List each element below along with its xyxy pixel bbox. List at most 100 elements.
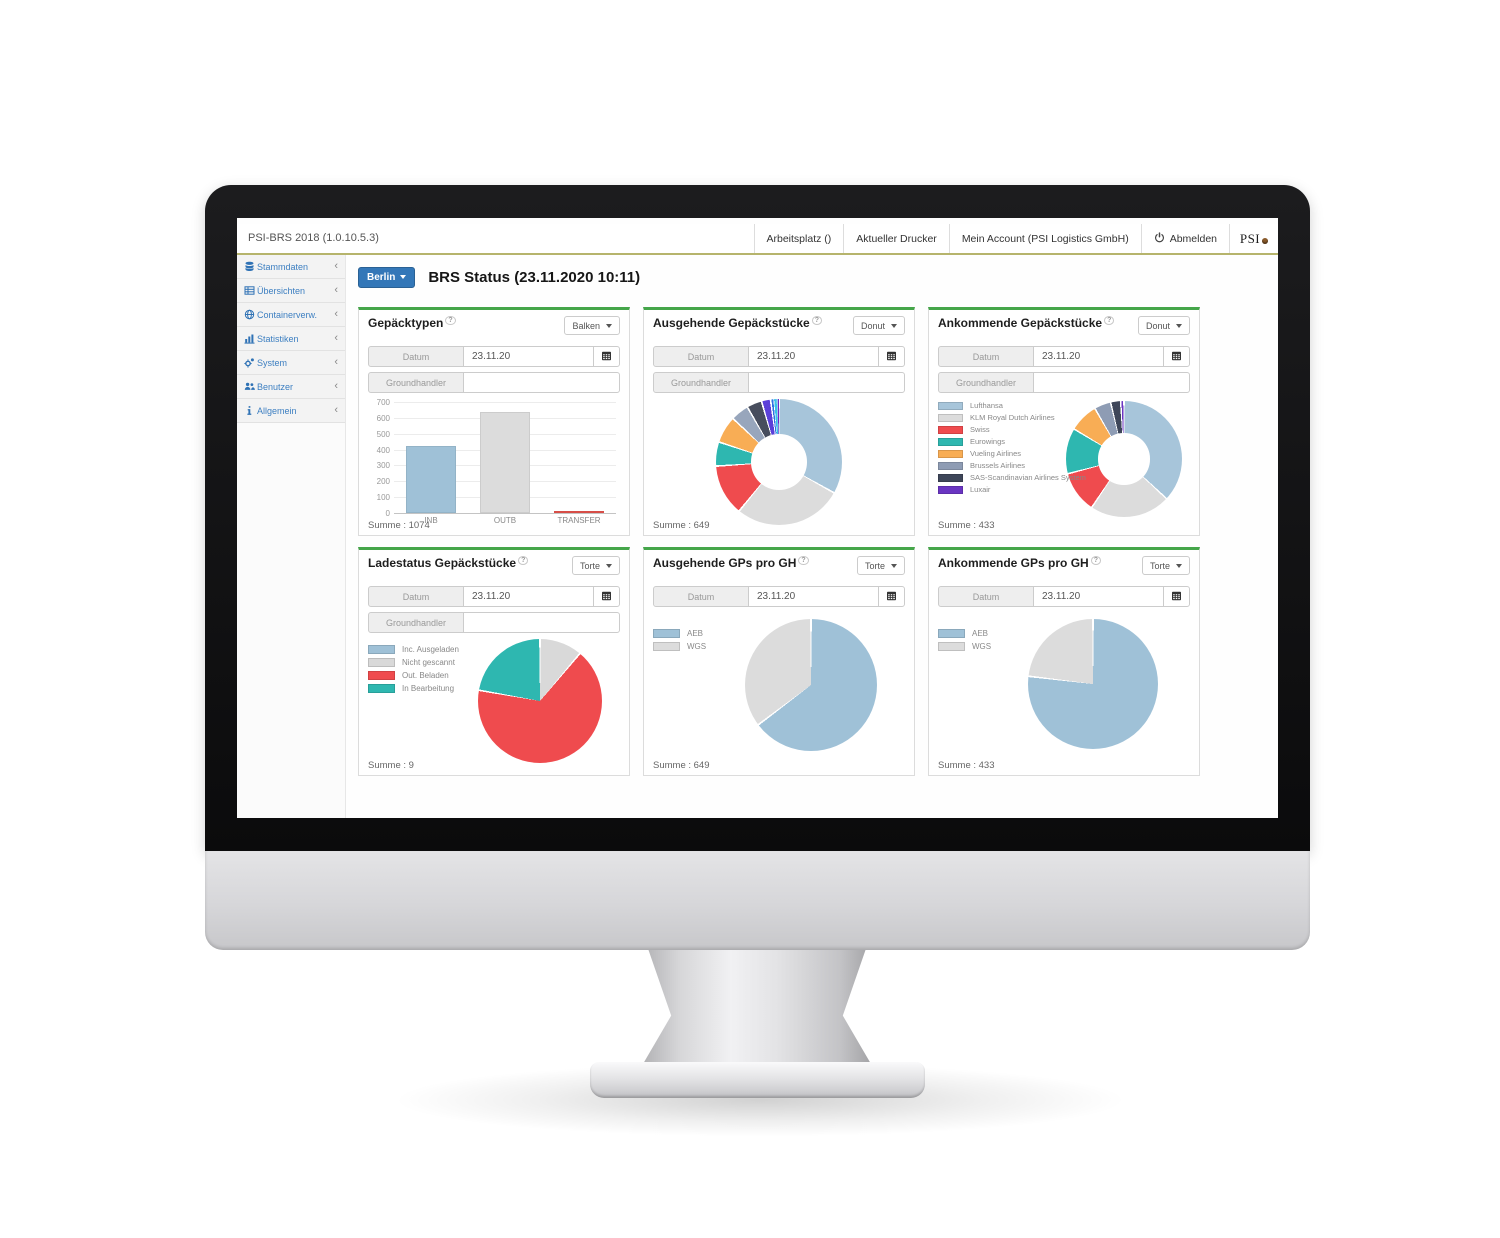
donut-hole xyxy=(751,434,807,490)
y-axis-tick: 300 xyxy=(376,461,390,471)
datum-input[interactable]: 23.11.20 xyxy=(748,586,879,607)
chart-type-dropdown[interactable]: Torte xyxy=(856,556,905,575)
sidebar-item-allgemein[interactable]: Allgemein ‹ xyxy=(237,399,345,423)
panel-ankommende-gps-pro-gh: Ankommende GPs pro GH? Torte Datum 23.11.20… xyxy=(928,547,1200,776)
calendar-button[interactable] xyxy=(878,586,905,607)
calendar-button[interactable] xyxy=(593,346,620,367)
legend-swatch xyxy=(368,658,395,667)
legend-item: Swiss xyxy=(938,425,1086,434)
datum-field-row: Datum 23.11.20 xyxy=(938,346,1190,367)
location-dropdown[interactable]: Berlin xyxy=(358,266,416,288)
panel-head: Ankommende Gepäckstücke? Donut xyxy=(938,316,1190,341)
legend-item: Eurowings xyxy=(938,437,1086,446)
monitor-bezel: PSI-BRS 2018 (1.0.10.5.3) Arbeitsplatz (… xyxy=(205,185,1310,851)
legend-label: KLM Royal Dutch Airlines xyxy=(970,413,1055,422)
info-icon xyxy=(244,405,257,416)
chevron-left-icon: ‹ xyxy=(334,404,338,416)
psi-logo: PSI xyxy=(1229,224,1278,253)
gridline xyxy=(394,402,616,403)
datum-field-row: Datum 23.11.20 xyxy=(368,346,620,367)
datum-input[interactable]: 23.11.20 xyxy=(1033,346,1164,367)
legend-swatch xyxy=(938,425,963,434)
sidebar-item-label: Allgemein xyxy=(257,405,297,416)
sidebar-item-containerverw[interactable]: Containerverw. ‹ xyxy=(237,303,345,327)
legend: Lufthansa KLM Royal Dutch Airlines Swiss Eu… xyxy=(938,401,1086,497)
legend-swatch xyxy=(368,671,395,680)
chart-type-dropdown[interactable]: Torte xyxy=(1141,556,1190,575)
legend-item: Brussels Airlines xyxy=(938,461,1086,470)
datum-field-label: Datum xyxy=(938,586,1034,607)
y-axis-tick: 500 xyxy=(376,429,390,439)
y-axis-tick: 0 xyxy=(385,509,390,518)
summe-label: Summe : 649 xyxy=(653,760,710,771)
dashboard-grid: Gepäcktypen? Balken Datum 23.11.20 Groundhan… xyxy=(358,307,1278,776)
summe-label: Summe : 9 xyxy=(368,760,414,771)
datum-field-row: Datum 23.11.20 xyxy=(368,586,620,607)
help-icon: ? xyxy=(445,316,456,325)
groundhandler-input[interactable] xyxy=(463,372,620,393)
sidebar-item-bersichten[interactable]: Übersichten ‹ xyxy=(237,279,345,303)
chart-type-dropdown[interactable]: Donut xyxy=(852,316,905,335)
power-icon xyxy=(1154,231,1165,246)
datum-input[interactable]: 23.11.20 xyxy=(1033,586,1164,607)
calendar-icon xyxy=(601,348,612,366)
chevron-left-icon: ‹ xyxy=(334,260,338,272)
legend-item: Lufthansa xyxy=(938,401,1086,410)
chart-type-dropdown-label: Donut xyxy=(1145,320,1170,331)
datum-input[interactable]: 23.11.20 xyxy=(463,586,594,607)
donut-hole xyxy=(1098,433,1150,485)
panel-title-text: Gepäcktypen xyxy=(368,316,444,330)
chevron-left-icon: ‹ xyxy=(334,380,338,392)
legend-swatch xyxy=(938,461,963,470)
chart-type-dropdown[interactable]: Donut xyxy=(1137,316,1190,335)
nav-aktueller-drucker[interactable]: Aktueller Drucker xyxy=(843,224,949,253)
x-axis-label: OUTB xyxy=(493,516,517,525)
legend-label: WGS xyxy=(687,642,707,651)
sidebar-item-benutzer[interactable]: Benutzer ‹ xyxy=(237,375,345,399)
legend-label: Nicht gescannt xyxy=(402,658,455,667)
pie-chart xyxy=(716,399,842,525)
chart-type-dropdown-label: Torte xyxy=(864,560,885,571)
calendar-button[interactable] xyxy=(1163,346,1190,367)
sidebar-item-statistiken[interactable]: Statistiken ‹ xyxy=(237,327,345,351)
chart-area: 0 100 200 300 400 500 600 700 INB OUTB TRANSFER xyxy=(368,398,620,527)
main-content: Berlin BRS Status (23.11.2020 10:11) Gep… xyxy=(345,255,1278,818)
chart-area xyxy=(653,399,905,527)
calendar-button[interactable] xyxy=(593,586,620,607)
datum-input[interactable]: 23.11.20 xyxy=(463,346,594,367)
panel-head: Ankommende GPs pro GH? Torte xyxy=(938,556,1190,581)
globe-icon xyxy=(244,309,257,320)
nav-arbeitsplatz[interactable]: Arbeitsplatz () xyxy=(753,224,844,253)
datum-field-row: Datum 23.11.20 xyxy=(653,346,905,367)
chevron-left-icon: ‹ xyxy=(334,308,338,320)
legend-swatch xyxy=(938,629,965,638)
gears-icon xyxy=(244,357,257,368)
sidebar-item-system[interactable]: System ‹ xyxy=(237,351,345,375)
calendar-button[interactable] xyxy=(878,346,905,367)
legend-item: WGS xyxy=(938,642,991,651)
legend-label: Luxair xyxy=(970,485,991,494)
legend-item: Nicht gescannt xyxy=(368,658,459,667)
groundhandler-input[interactable] xyxy=(1033,372,1190,393)
legend-label: Swiss xyxy=(970,425,990,434)
datum-field-row: Datum 23.11.20 xyxy=(653,586,905,607)
chevron-left-icon: ‹ xyxy=(334,356,338,368)
sidebar: Stammdaten ‹ Übersichten ‹ Containerverw. ‹ St… xyxy=(237,255,346,818)
groundhandler-input[interactable] xyxy=(463,612,620,633)
sidebar-item-stammdaten[interactable]: Stammdaten ‹ xyxy=(237,255,345,279)
chevron-down-icon xyxy=(606,563,612,568)
calendar-button[interactable] xyxy=(1163,586,1190,607)
sidebar-item-label: Containerverw. xyxy=(257,309,318,320)
app-title: PSI-BRS 2018 (1.0.10.5.3) xyxy=(248,232,379,244)
chart-type-dropdown[interactable]: Torte xyxy=(571,556,620,575)
legend-item: In Bearbeitung xyxy=(368,684,459,693)
nav-mein-account[interactable]: Mein Account (PSI Logistics GmbH) xyxy=(948,224,1141,253)
help-icon: ? xyxy=(811,316,823,325)
groundhandler-input[interactable] xyxy=(748,372,905,393)
datum-input[interactable]: 23.11.20 xyxy=(748,346,879,367)
psi-logo-text: PSI xyxy=(1239,230,1261,246)
chart-area: AEB WGS xyxy=(938,613,1190,764)
nav-abmelden[interactable]: Abmelden xyxy=(1140,224,1229,253)
chart-area: Inc. Ausgeladen Nicht gescannt Out. Belade… xyxy=(368,639,620,767)
chart-type-dropdown[interactable]: Balken xyxy=(564,316,620,335)
